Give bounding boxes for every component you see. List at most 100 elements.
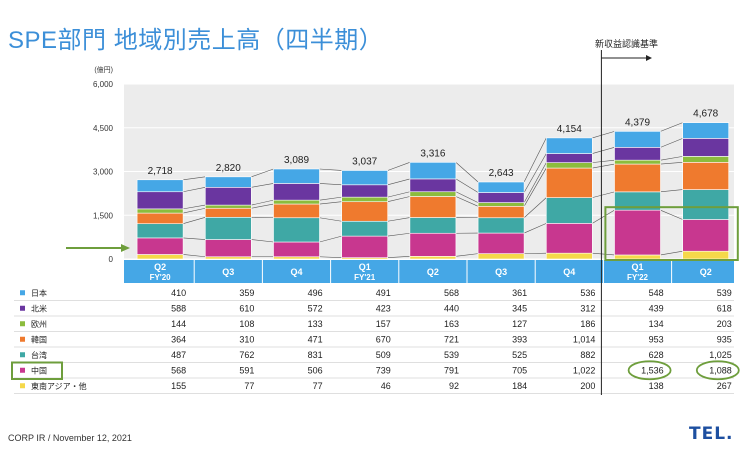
table-cell: 525	[512, 350, 527, 360]
category-label: Q2	[154, 262, 166, 272]
highlight-box	[604, 206, 739, 262]
data-table: 日本 410 359 496 491 568 361 536 548 539 北米 588 610 572…	[14, 288, 734, 394]
y-tick-label: 1,500	[93, 211, 114, 220]
tel-logo: TEL.	[689, 424, 734, 444]
table-cell: 953	[649, 334, 664, 344]
connector-line	[455, 191, 479, 203]
table-cell: 163	[444, 319, 459, 329]
legend-label: 東南アジア・他	[31, 381, 87, 391]
bar-segment	[273, 241, 320, 258]
table-cell: 186	[580, 319, 595, 329]
connector-line	[183, 204, 206, 210]
bar-segment	[136, 191, 184, 210]
bar-segment	[409, 196, 457, 218]
table-cell: 791	[444, 365, 459, 375]
total-label: 4,678	[693, 109, 718, 120]
connector-line	[251, 183, 274, 188]
table-cell: 157	[376, 319, 391, 329]
legend-label: 日本	[31, 288, 47, 298]
table-cell: 439	[649, 303, 664, 313]
arrow-head	[646, 55, 652, 61]
connector-line	[455, 178, 479, 193]
bar-segment	[273, 256, 320, 260]
bar-segment	[273, 168, 320, 184]
table-cell: 310	[239, 334, 254, 344]
table-cell: 155	[171, 381, 186, 391]
bar-segment	[614, 159, 661, 165]
connector-line	[251, 168, 274, 178]
bar-segment	[477, 232, 525, 254]
bar-segment	[273, 203, 320, 219]
bar-segment	[205, 256, 252, 260]
table-cell: 509	[376, 350, 391, 360]
bar-segment	[205, 204, 252, 209]
table-cell: 935	[717, 334, 732, 344]
table-cell: 572	[308, 303, 323, 313]
legend-swatch	[20, 290, 25, 296]
total-label: 2,718	[148, 166, 173, 177]
connector-line	[523, 137, 547, 183]
table-cell: 588	[171, 303, 186, 313]
legend-highlight	[11, 361, 63, 380]
table-cell: 568	[444, 288, 459, 298]
fy-label: FY'21	[354, 273, 376, 282]
legend-swatch	[20, 321, 25, 327]
bar-segment	[477, 205, 525, 219]
legend-swatch	[20, 352, 25, 358]
table-cell: 471	[308, 334, 323, 344]
connector-line	[523, 153, 547, 193]
bar-segment	[205, 239, 252, 258]
table-cell: 721	[444, 334, 459, 344]
category-label: Q4	[290, 267, 302, 277]
bar-segment	[545, 167, 593, 198]
bar-segment	[477, 217, 525, 234]
bar-segment	[273, 217, 320, 243]
y-axis: 0 1,500 3,000 4,500 6,000 (億円)	[93, 65, 114, 264]
legend-swatch	[20, 336, 25, 342]
connector-line	[660, 138, 683, 148]
connector-line	[660, 189, 683, 193]
table-cell: 393	[512, 334, 527, 344]
table-cell: 628	[649, 350, 664, 360]
bar-segment	[136, 212, 184, 225]
bar-segment	[614, 131, 661, 148]
bar-segment	[545, 252, 593, 260]
legend-label: 韓国	[31, 334, 47, 344]
value-highlight	[627, 360, 672, 381]
value-highlight	[695, 360, 740, 381]
connector-line	[387, 232, 410, 237]
y-tick-label: 3,000	[93, 168, 114, 177]
connector-line	[251, 203, 274, 209]
connector-line	[455, 196, 479, 207]
table-cell: 440	[444, 303, 459, 313]
highlight-arrow-head	[121, 244, 130, 252]
table-cell: 134	[649, 319, 664, 329]
table-cell: 568	[171, 365, 186, 375]
bar-segment	[682, 219, 730, 252]
table-cell: 1,014	[573, 334, 596, 344]
connector-line	[319, 168, 342, 171]
category-label: Q1	[631, 262, 643, 272]
bar-segment	[341, 220, 389, 237]
connector-line	[592, 191, 615, 198]
table-cell: 77	[244, 381, 254, 391]
connector-line	[183, 254, 206, 258]
category-label: Q3	[222, 267, 234, 277]
total-label: 4,154	[557, 124, 582, 135]
bar-segment	[682, 156, 730, 163]
table-cell: 831	[308, 350, 323, 360]
table-cell: 539	[717, 288, 732, 298]
connector-line	[387, 196, 410, 203]
category-label: Q4	[563, 267, 575, 277]
table-cell: 1,088	[709, 365, 732, 375]
table-cell: 491	[376, 288, 391, 298]
table-cell: 705	[512, 365, 527, 375]
legend-swatch	[20, 367, 25, 373]
connector-line	[387, 256, 410, 258]
legend-label: 台湾	[31, 350, 47, 360]
legend-label: 欧州	[31, 319, 47, 329]
y-tick-label: 0	[109, 255, 114, 264]
y-tick-label: 6,000	[93, 80, 114, 89]
connector-line	[319, 201, 342, 205]
